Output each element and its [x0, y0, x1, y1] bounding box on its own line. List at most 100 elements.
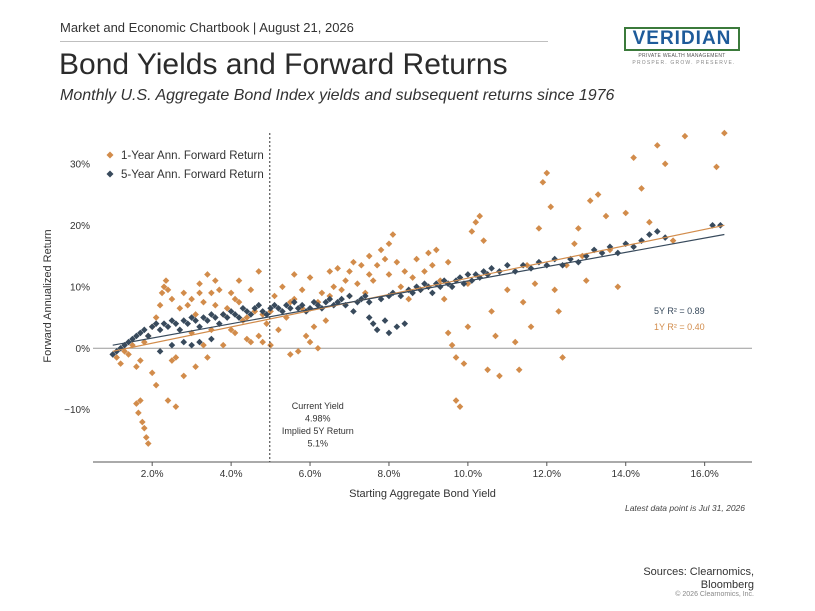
point-5y	[373, 326, 381, 334]
point-5y	[148, 323, 156, 331]
x-tick-label: 14.0%	[612, 469, 640, 480]
point-1y	[326, 268, 334, 275]
point-1y	[377, 246, 385, 254]
point-5y	[271, 301, 278, 309]
point-5y	[358, 295, 365, 303]
point-5y	[223, 314, 231, 321]
point-1y	[504, 286, 511, 294]
point-1y	[511, 338, 519, 346]
point-1y	[409, 274, 416, 281]
point-5y	[279, 308, 286, 315]
point-1y	[192, 311, 199, 318]
y-tick-label: 20%	[70, 221, 90, 232]
point-5y	[275, 304, 282, 312]
point-1y	[306, 274, 314, 281]
x-tick-label: 4.0%	[220, 469, 243, 480]
current-yield-label: 4.98%	[305, 414, 331, 424]
x-tick-label: 8.0%	[378, 469, 401, 480]
logo-subtitle: PRIVATE WEALTH MANAGEMENT	[638, 53, 726, 59]
point-5y	[551, 255, 558, 263]
chart-annotations: Current Yield 4.98% Implied 5Y Return 5.1% 5…	[269, 133, 705, 462]
point-5y	[184, 320, 192, 327]
point-1y	[551, 286, 558, 294]
sources-line-1: Sources: Clearnomics,	[643, 566, 754, 578]
point-1y	[168, 357, 176, 364]
point-5y	[208, 335, 215, 343]
point-5y	[263, 311, 270, 318]
point-1y	[539, 178, 547, 186]
point-1y	[582, 277, 590, 284]
current-yield-label: 5.1%	[308, 439, 329, 449]
point-1y	[531, 280, 539, 288]
point-1y	[176, 304, 184, 312]
point-1y	[133, 400, 140, 407]
point-5y	[192, 317, 199, 324]
logo-name: VERIDIAN	[632, 28, 732, 49]
point-5y	[180, 338, 188, 346]
point-1y	[200, 341, 207, 349]
point-1y	[142, 434, 150, 441]
point-1y	[444, 329, 452, 337]
point-5y	[472, 271, 480, 278]
point-1y	[247, 286, 255, 294]
point-5y	[460, 280, 468, 288]
point-1y	[429, 261, 436, 269]
point-5y	[156, 348, 164, 355]
point-1y	[559, 354, 566, 361]
point-5y	[208, 311, 215, 318]
point-1y	[139, 418, 146, 426]
point-1y	[235, 298, 243, 306]
point-1y	[212, 277, 219, 284]
point-1y	[279, 283, 286, 291]
point-1y	[547, 203, 555, 211]
point-1y	[452, 354, 460, 361]
y-tick-label: 10%	[70, 282, 90, 293]
point-1y	[255, 332, 263, 340]
point-1y	[180, 372, 188, 380]
point-1y	[350, 258, 357, 266]
point-1y	[314, 344, 322, 352]
point-5y	[156, 326, 164, 334]
point-1y	[464, 280, 472, 288]
point-5y	[342, 301, 349, 309]
point-5y	[436, 283, 444, 291]
point-5y	[294, 304, 302, 312]
point-5y	[421, 280, 428, 288]
point-1y	[330, 283, 338, 291]
point-1y	[162, 277, 170, 284]
point-5y	[511, 268, 519, 275]
point-5y	[338, 295, 345, 303]
point-1y	[310, 323, 318, 331]
sources-note: Sources: Clearnomics, Bloomberg	[643, 566, 754, 592]
point-5y	[488, 265, 495, 272]
point-5y	[346, 292, 353, 300]
legend-label-1y: 1-Year Ann. Forward Return	[121, 150, 264, 162]
point-5y	[287, 304, 294, 312]
point-1y	[267, 341, 274, 349]
point-1y	[555, 308, 562, 315]
point-5y	[369, 320, 377, 327]
point-1y	[113, 354, 120, 361]
point-1y	[200, 298, 207, 306]
point-5y	[393, 323, 401, 331]
point-1y	[117, 360, 124, 367]
point-5y	[243, 308, 251, 315]
point-1y	[135, 409, 142, 417]
point-5y	[646, 231, 653, 238]
point-1y	[290, 271, 298, 278]
point-5y	[172, 320, 180, 327]
point-1y	[125, 351, 132, 358]
company-logo: VERIDIAN PRIVATE WEALTH MANAGEMENT PROSP…	[624, 27, 744, 66]
point-5y	[298, 301, 306, 309]
point-5y	[109, 351, 117, 358]
point-5y	[310, 298, 318, 306]
point-1y	[204, 354, 211, 361]
point-5y	[448, 283, 456, 291]
point-1y	[421, 268, 428, 275]
x-tick-label: 16.0%	[690, 469, 718, 480]
point-1y	[172, 403, 180, 410]
point-5y	[290, 298, 298, 306]
point-5y	[231, 311, 239, 318]
legend-marker-1y	[106, 151, 114, 159]
point-1y	[389, 231, 397, 238]
